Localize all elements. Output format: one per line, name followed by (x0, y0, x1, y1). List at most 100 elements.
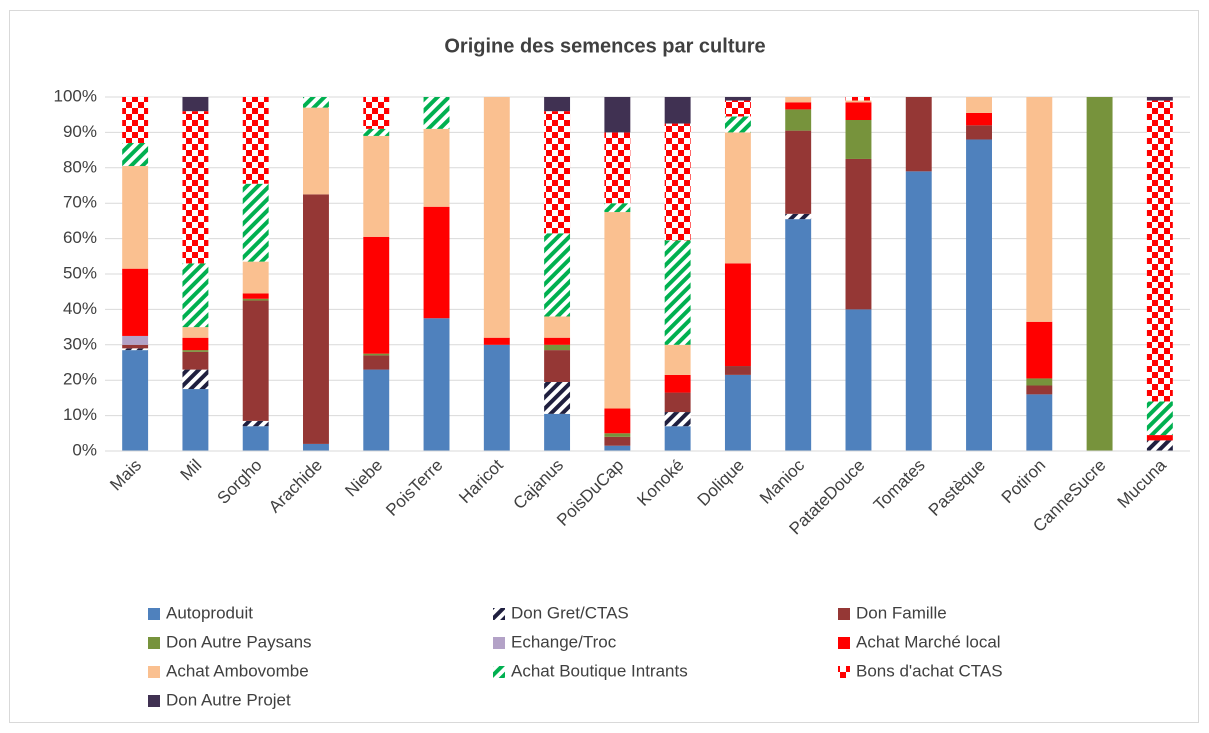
bar-segment (303, 443, 329, 451)
legend-label: Achat Ambovombe (166, 661, 309, 680)
bar-segment (122, 97, 149, 144)
bar-segment (242, 183, 269, 262)
y-tick-label: 90% (63, 122, 97, 141)
bar-segment (122, 166, 149, 269)
bar-segment (182, 263, 209, 328)
bar-segment (785, 130, 812, 214)
y-tick-label: 40% (63, 299, 97, 318)
y-tick-label: 50% (63, 263, 97, 282)
legend-label: Autoproduit (166, 603, 253, 622)
bar-segment (604, 203, 631, 213)
legend-swatch (838, 637, 850, 649)
legend-swatch (493, 666, 505, 678)
bar-segment (363, 353, 390, 356)
legend-label: Don Gret/CTAS (511, 603, 629, 622)
bar-segment (664, 344, 691, 375)
bar-segment (785, 102, 812, 110)
legend-label: Achat Marché local (856, 632, 1001, 651)
bar-segment (966, 125, 992, 140)
legend-label: Don Autre Paysans (166, 632, 312, 651)
bar-segment (182, 337, 209, 351)
bar-segment (483, 97, 510, 338)
y-tick-label: 100% (54, 86, 97, 105)
bar-segment (423, 318, 450, 451)
y-tick-label: 70% (63, 193, 97, 212)
legend-label: Bons d'achat CTAS (856, 661, 1003, 680)
bar-segment (544, 337, 571, 345)
y-tick-label: 30% (63, 334, 97, 353)
bar-segment (1146, 100, 1173, 402)
bar-segment (1146, 401, 1173, 436)
bar-segment (845, 97, 872, 101)
bar-segment (363, 97, 390, 129)
bar-segment (845, 120, 872, 159)
bar-segment (664, 374, 691, 393)
bar-segment (724, 263, 751, 367)
bar-segment (303, 97, 329, 108)
bar-segment (845, 309, 872, 451)
bar-segment (483, 344, 510, 451)
bar-segment (845, 102, 872, 121)
bar-segment (544, 344, 571, 351)
bar-segment (724, 374, 751, 451)
bar-segment (966, 112, 992, 126)
bar-segment (664, 240, 691, 345)
bar-segment (242, 420, 269, 427)
bar-segment (845, 158, 872, 310)
bar-segment (242, 97, 269, 184)
legend-label: Don Autre Projet (166, 690, 291, 709)
bar-segment (966, 97, 992, 113)
bar-segment (122, 268, 149, 336)
y-tick-label: 60% (63, 228, 97, 247)
bar-segment (242, 293, 269, 299)
bar-segment (604, 97, 631, 133)
bar-segment (363, 236, 390, 354)
bar-segment (905, 97, 932, 172)
bar-segment (604, 212, 631, 409)
bar-segment (664, 426, 691, 451)
bar-segment (242, 426, 269, 451)
bar-segment (664, 123, 691, 241)
bar-segment (544, 111, 571, 234)
legend-swatch (493, 637, 505, 649)
bar-segment (845, 100, 872, 103)
bar-segment (664, 392, 691, 413)
bar-segment (1086, 97, 1113, 451)
bar-segment (363, 355, 390, 370)
bar-segment (604, 408, 631, 434)
legend-swatch (838, 608, 850, 620)
bar-segment (724, 116, 751, 133)
bar-segment (664, 412, 691, 427)
bar-segment (303, 107, 329, 195)
bar-segment (242, 298, 269, 301)
bar-segment (423, 128, 450, 207)
bar-segment (1026, 394, 1053, 451)
legend-swatch (838, 666, 850, 678)
y-tick-label: 10% (63, 405, 97, 424)
legend-swatch (493, 608, 505, 620)
bar-segment (182, 369, 209, 390)
bar-segment (242, 261, 269, 294)
bar-segment (122, 348, 149, 351)
bar-segment (544, 413, 571, 451)
bar-segment (182, 350, 209, 352)
bar-segment (604, 436, 631, 446)
bar-segment (604, 132, 631, 204)
bar-segment (363, 128, 390, 136)
bar-segment (724, 132, 751, 264)
bar-segment (122, 143, 149, 167)
bar-segment (122, 350, 149, 451)
bar-segment (182, 389, 209, 451)
bar-segment (182, 111, 209, 264)
bar-segment (785, 109, 812, 131)
bar-segment (966, 139, 992, 452)
bar-segment (182, 97, 209, 112)
bar-segment (544, 381, 571, 414)
bar-segment (182, 351, 209, 370)
bar-segment (303, 194, 329, 444)
bar-segment (785, 97, 812, 103)
bar-segment (544, 350, 571, 382)
bar-segment (242, 300, 269, 421)
y-tick-label: 80% (63, 157, 97, 176)
